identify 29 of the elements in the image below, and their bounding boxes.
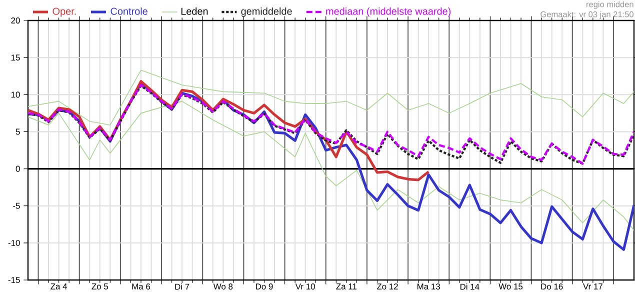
- y-tick-label: 15: [11, 54, 20, 61]
- x-tick-label: Ma 13: [418, 284, 440, 290]
- y-tick-label: 5: [16, 128, 20, 135]
- x-tick-label: Vr 17: [582, 284, 602, 290]
- text: mediaan (middelste waarde): [326, 8, 451, 17]
- x-tick-label: Wo 15: [498, 284, 523, 290]
- text: regio midden: [586, 1, 634, 9]
- x-tick-label: Za 11: [336, 284, 357, 290]
- y-tick-label: 0: [16, 166, 20, 172]
- x-tick-label: Do 9: [256, 284, 273, 290]
- x-tick-label: Ma 6: [132, 284, 150, 290]
- x-tick-label: Wo 8: [213, 284, 233, 290]
- x-tick-label: Vr 10: [295, 284, 315, 290]
- x-tick-label: Di 14: [460, 284, 480, 290]
- text: Oper.: [52, 8, 76, 17]
- y-tick-label: -15: [8, 277, 20, 283]
- legend-label: Controle: [110, 8, 148, 15]
- x-tick-label: Zo 5: [92, 284, 108, 290]
- legend-label: Leden: [181, 8, 208, 15]
- text: gemiddelde: [241, 8, 292, 17]
- x-tick-label: Di 7: [175, 284, 190, 290]
- y-tick-label: 10: [11, 92, 20, 98]
- y-tick-label: 20: [11, 18, 20, 24]
- x-tick-label: Za 4: [50, 284, 68, 290]
- x-tick-label: Zo 12: [376, 284, 398, 290]
- x-tick-label: Do 16: [541, 284, 563, 290]
- text: Gemaakt: vr 03 jan 21:50: [540, 11, 634, 19]
- y-tick-label: -10: [8, 240, 20, 246]
- y-tick-label: -5: [13, 202, 20, 209]
